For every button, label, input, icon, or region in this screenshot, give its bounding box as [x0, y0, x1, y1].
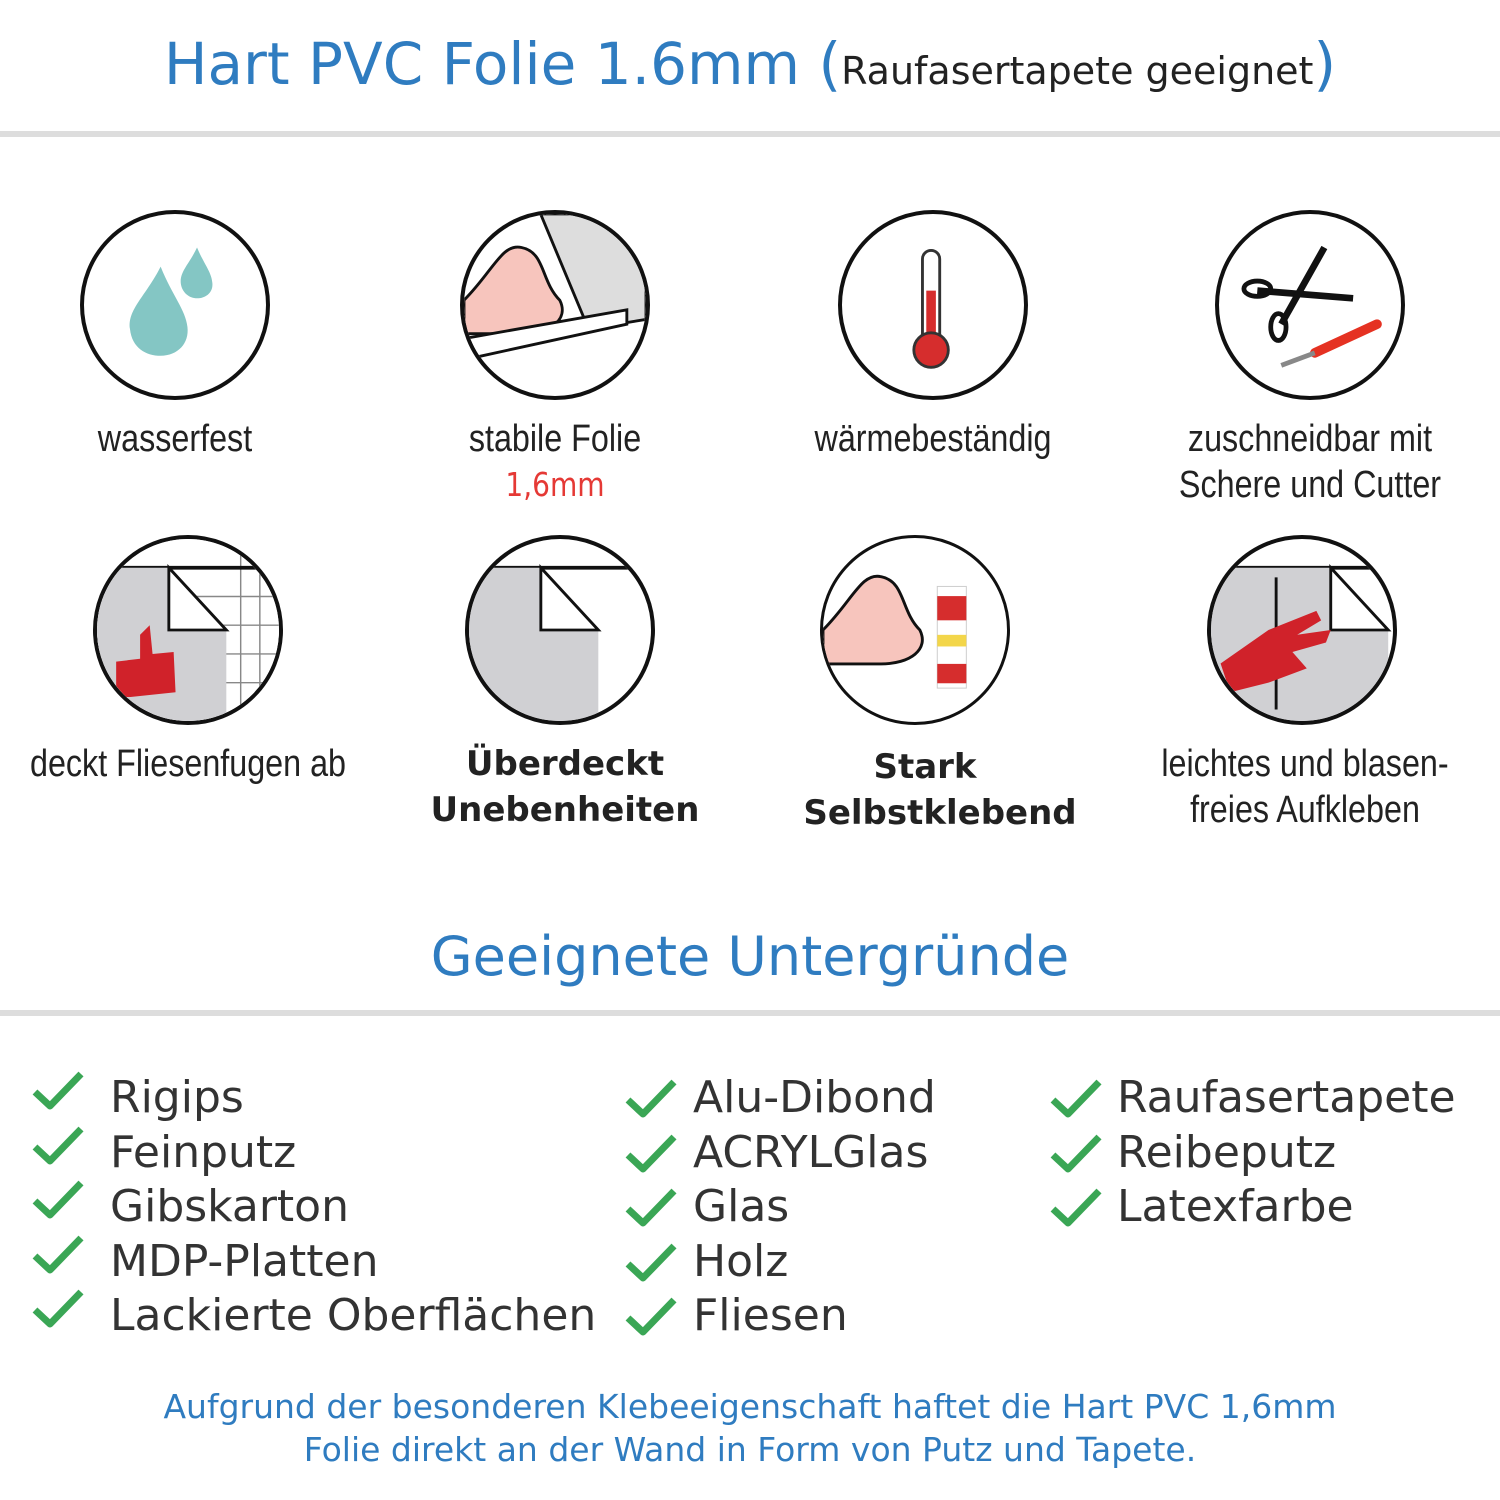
check-icon — [1050, 1079, 1102, 1118]
feature-label-unebenheiten: Überdeckt Unebenheiten — [375, 741, 755, 833]
paren-open: ( — [818, 30, 842, 98]
footer-note: Aufgrund der besonderen Klebeeigenschaft… — [0, 1385, 1500, 1471]
label-line1: Überdeckt — [465, 744, 665, 784]
muscle-glue-icon — [820, 535, 1010, 725]
check-icon — [32, 1180, 84, 1219]
check-icon — [32, 1235, 84, 1273]
page-title: Hart PVC Folie 1.6mm (Raufasertapete gee… — [0, 30, 1500, 98]
surface-item: Glas — [693, 1181, 790, 1232]
check-icon — [625, 1243, 677, 1281]
label-main: stabile Folie — [468, 418, 642, 460]
footer-line1: Aufgrund der besonderen Klebeeigenschaft… — [163, 1387, 1337, 1426]
section-title: Geeignete Untergründe — [430, 925, 1070, 988]
hand-smoothing-icon — [1207, 535, 1397, 725]
surface-item: Latexfarbe — [1117, 1181, 1354, 1232]
check-icon — [625, 1188, 677, 1227]
thermometer-icon — [838, 210, 1028, 400]
feature-label-zuschneidbar: zuschneidbar mit Schere und Cutter — [1140, 416, 1480, 508]
check-icon — [625, 1297, 677, 1336]
title-subtitle: Raufasertapete geeignet — [841, 49, 1314, 93]
check-icon — [1050, 1134, 1102, 1172]
label-line2: Unebenheiten — [430, 790, 700, 830]
surface-item: Holz — [693, 1235, 789, 1287]
label-line2: Selbstklebend — [803, 793, 1077, 833]
check-icon — [625, 1079, 677, 1118]
feature-label-fliesenfugen: deckt Fliesenfugen ab — [29, 743, 347, 785]
surface-item: ACRYLGlas — [693, 1126, 929, 1178]
surface-item: Rigips — [110, 1072, 244, 1123]
label-line1: Stark — [873, 747, 977, 787]
surface-item: Feinputz — [110, 1126, 297, 1178]
surface-item: MDP-Platten — [110, 1235, 379, 1287]
label-line2: freies Aufkleben — [1190, 789, 1420, 831]
peeling-foil-icon — [465, 535, 655, 725]
muscle-roll-icon — [460, 210, 650, 400]
divider — [0, 1010, 1500, 1016]
surface-item: Fliesen — [693, 1290, 848, 1341]
check-icon — [32, 1126, 84, 1164]
water-drops-icon — [80, 210, 270, 400]
check-icon — [625, 1134, 677, 1172]
footer-line2: Folie direkt an der Wand in Form von Put… — [303, 1430, 1197, 1469]
label-line1: leichtes und blasen- — [1161, 743, 1449, 785]
thumbs-up-tiles-icon — [93, 535, 283, 725]
label-thickness: 1,6mm — [505, 465, 605, 504]
scissors-cutter-icon — [1215, 210, 1405, 400]
label-line1: zuschneidbar mit — [1187, 418, 1433, 460]
feature-label-aufkleben: leichtes und blasen-freies Aufkleben — [1131, 741, 1480, 833]
surface-item: Raufasertapete — [1117, 1072, 1456, 1123]
divider — [0, 131, 1500, 137]
surface-item: Alu-Dibond — [693, 1072, 936, 1123]
surface-item: Lackierte Oberflächen — [110, 1290, 597, 1341]
check-icon — [1050, 1188, 1102, 1227]
check-icon — [32, 1071, 84, 1110]
check-icon — [32, 1289, 84, 1328]
surface-item: Reibeputz — [1117, 1126, 1337, 1178]
paren-close: ) — [1313, 30, 1337, 98]
feature-label-wasserfest: wasserfest — [97, 418, 253, 460]
label-line2: Schere und Cutter — [1178, 464, 1442, 506]
surface-item: Gibskarton — [110, 1181, 349, 1232]
feature-label-waermebestaendig: wärmebeständig — [814, 418, 1052, 460]
title-main: Hart PVC Folie 1.6mm — [163, 30, 801, 98]
feature-label-selbstklebend: Stark Selbstklebend — [740, 744, 1140, 836]
feature-label-stabile-folie: stabile Folie 1,6mm — [394, 416, 717, 508]
